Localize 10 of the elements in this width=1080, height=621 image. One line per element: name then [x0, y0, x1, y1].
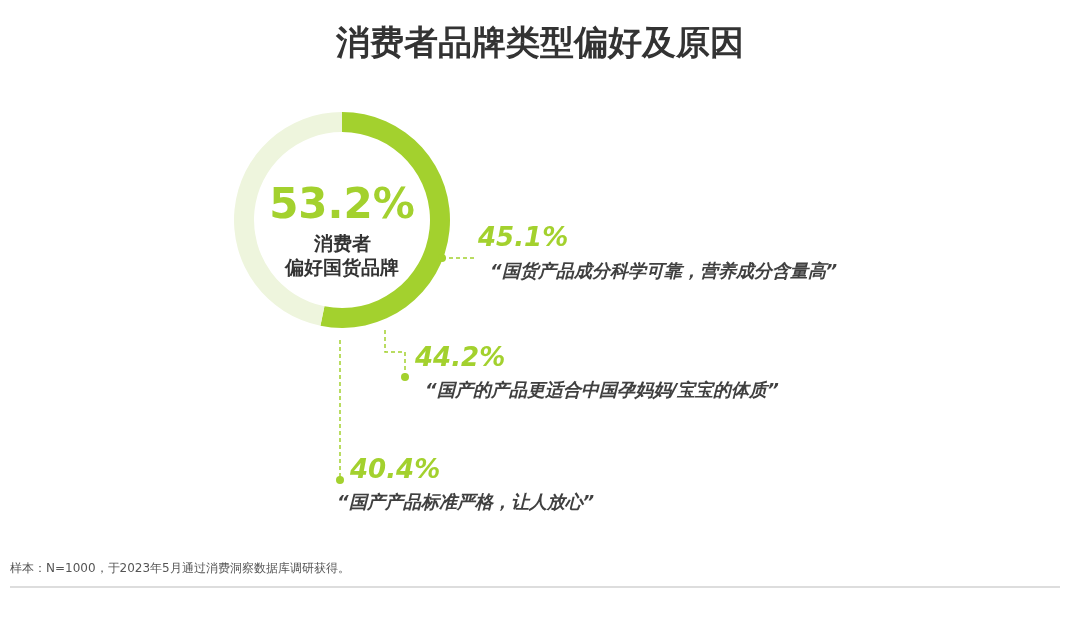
text: “国产产品标准严格，让人放心”: [337, 491, 595, 512]
chart-title: 消费者品牌类型偏好及原因: [335, 22, 744, 62]
text: “国产的产品更适合中国孕妈妈/宝宝的体质”: [425, 379, 780, 400]
text: “国货产品成分科学可靠，营养成分含量高”: [490, 260, 838, 281]
text: 40.4%: [349, 454, 441, 484]
text: 44.2%: [414, 342, 506, 372]
legend-label: 消费者偏好国货品牌: [284, 232, 399, 278]
data-label: 53.2%: [269, 179, 415, 228]
text: 45.1%: [477, 222, 569, 252]
text: 样本：N=1000，于2023年5月通过消费洞察数据库调研获得。: [10, 561, 350, 575]
